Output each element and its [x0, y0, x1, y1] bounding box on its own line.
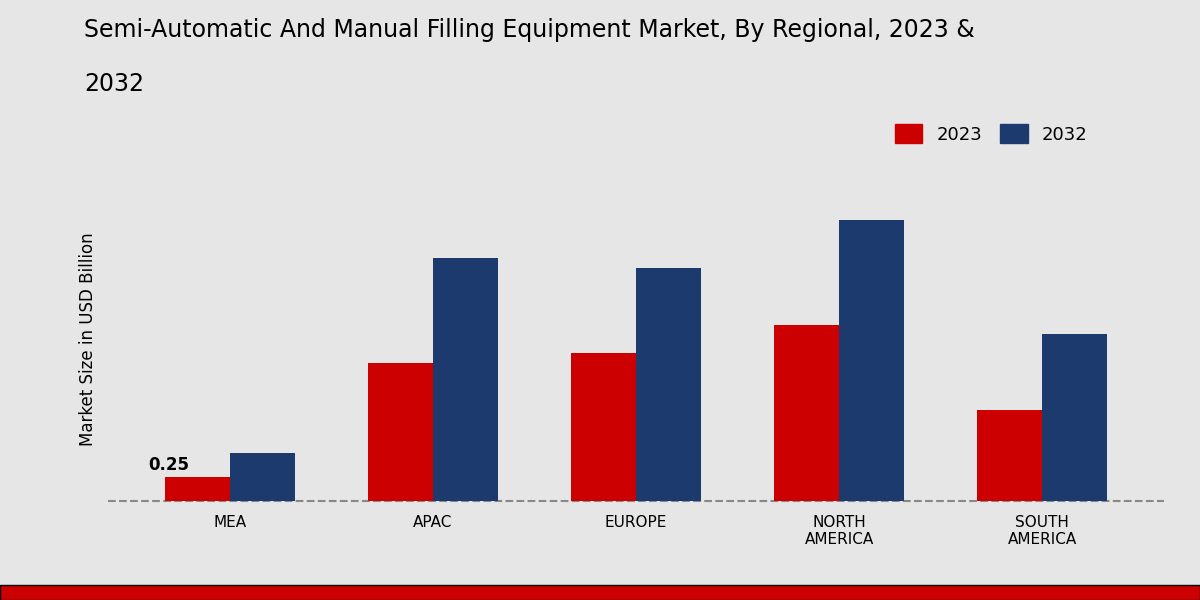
Bar	[1042, 334, 1108, 500]
Bar	[571, 353, 636, 500]
Text: Semi-Automatic And Manual Filling Equipment Market, By Regional, 2023 &: Semi-Automatic And Manual Filling Equipm…	[84, 18, 974, 42]
Bar	[636, 268, 701, 500]
Text: 0.25: 0.25	[149, 456, 190, 474]
Bar	[368, 363, 433, 500]
Legend: 2023, 2032: 2023, 2032	[888, 117, 1094, 151]
Bar	[433, 258, 498, 500]
Bar	[164, 477, 230, 500]
Y-axis label: Market Size in USD Billion: Market Size in USD Billion	[79, 232, 97, 446]
Bar	[230, 453, 295, 500]
Bar	[839, 220, 904, 500]
Bar	[977, 410, 1042, 500]
Bar	[774, 325, 839, 500]
Text: 2032: 2032	[84, 72, 144, 96]
